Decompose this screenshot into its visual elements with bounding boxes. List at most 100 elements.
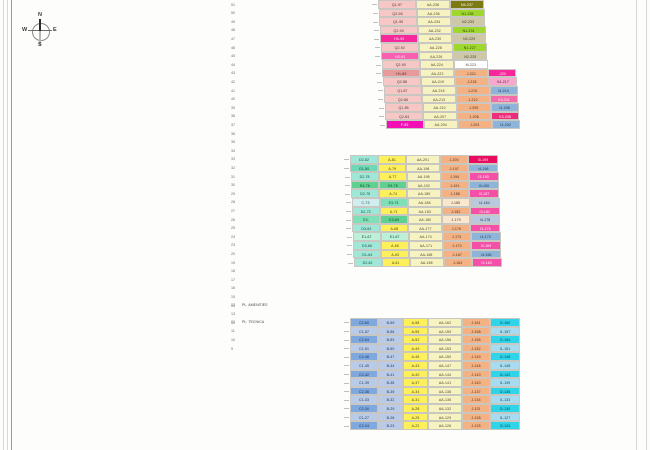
unit-cell[interactable]: I4-214 [489,86,518,95]
unit-cell[interactable]: I3-193 [468,172,499,181]
unit-cell[interactable]: I1-151 [490,343,520,353]
unit-cell[interactable]: AA-168 [409,249,444,259]
unit-cell[interactable]: J-188 [441,189,470,198]
unit-cell[interactable]: AA-186 [407,198,442,207]
unit-cell[interactable]: J-149 [462,352,490,361]
unit-cell[interactable]: AA-171 [409,241,443,250]
unit-cell[interactable]: B-50 [378,343,403,353]
unit-cell[interactable]: B-53 [378,335,403,344]
unit-cell[interactable]: AA-238 [416,0,450,9]
unit-cell[interactable]: AA-159 [428,326,462,336]
unit-cell[interactable]: J-128 [462,412,490,422]
unit-cell[interactable]: AA-192 [406,180,441,190]
unit-cell[interactable]: E4-76 [350,180,379,190]
unit-cell[interactable]: N2-233 [451,17,486,26]
unit-cell[interactable]: N2-229 [452,34,487,43]
unit-cell[interactable]: I4-208 [490,103,519,112]
unit-cell[interactable]: A-74 [379,189,408,198]
unit-cell[interactable]: I2-130 [490,404,520,413]
unit-cell[interactable]: A-81 [378,155,406,164]
unit-cell[interactable]: J-134 [462,395,490,404]
unit-cell[interactable]: I4-166 [471,249,502,259]
unit-cell[interactable]: -220 [488,68,517,78]
unit-cell[interactable]: A-65 [381,241,409,250]
unit-cell[interactable]: J-161 [462,318,490,327]
unit-cell[interactable]: M-223 [453,60,488,69]
unit-cell[interactable]: AA-156 [428,335,462,344]
unit-cell[interactable]: AA-177 [408,223,443,233]
unit-cell[interactable]: A-63 [381,249,410,259]
unit-cell[interactable]: B-38 [378,378,403,387]
unit-cell[interactable]: D1-80 [350,163,379,173]
unit-cell[interactable]: I3-163 [471,258,502,267]
unit-cell[interactable]: AA-165 [409,258,444,267]
unit-cell[interactable]: J-212 [456,94,491,104]
unit-cell[interactable]: J-200 [440,155,468,164]
unit-cell[interactable]: I2-142 [490,369,520,379]
unit-cell[interactable]: Q1-87 [383,86,422,95]
unit-cell[interactable]: Q2-92 [380,43,419,52]
unit-cell[interactable]: I1-127 [490,412,520,422]
unit-cell[interactable]: A-49 [403,343,428,353]
unit-cell[interactable]: D2-72 [351,206,380,216]
unit-cell[interactable]: J-137 [462,386,490,396]
unit-cell[interactable]: AA-189 [407,189,442,198]
unit-cell[interactable]: C1-57 [350,326,378,336]
unit-cell[interactable]: J-140 [462,378,490,387]
unit-cell[interactable]: J-191 [440,180,469,190]
unit-cell[interactable]: A-71 [379,206,408,216]
unit-cell[interactable]: J-215 [455,86,490,95]
unit-cell[interactable]: J-179 [442,215,471,224]
unit-cell[interactable]: N4-237 [450,0,484,9]
unit-cell[interactable]: N2-225 [453,51,488,61]
unit-cell[interactable]: E3-73 [379,198,408,207]
unit-cell[interactable]: E1-67 [352,232,381,241]
unit-cell[interactable]: F-83 [385,120,424,129]
unit-cell[interactable]: J-197 [440,163,469,173]
unit-cell[interactable]: C2-54 [350,335,378,344]
unit-cell[interactable]: C2-60 [350,318,378,327]
unit-cell[interactable]: B-23 [378,421,403,430]
unit-cell[interactable]: I3-169 [471,241,501,250]
unit-cell[interactable]: J-164 [443,258,472,267]
unit-cell[interactable]: AA-180 [408,215,443,224]
unit-cell[interactable]: I2-136 [490,386,520,396]
unit-cell[interactable]: I2-124 [490,421,520,430]
unit-cell[interactable]: H3-93 [380,34,419,43]
unit-cell[interactable]: AA-228 [418,43,453,52]
unit-cell[interactable]: A-46 [403,352,428,361]
unit-cell[interactable]: AA-232 [417,25,452,35]
unit-cell[interactable]: A-79 [378,163,407,173]
unit-cell[interactable]: B-35 [378,386,403,396]
unit-cell[interactable]: AA-153 [428,343,462,353]
unit-cell[interactable]: AA-201 [406,155,440,164]
unit-cell[interactable]: J-218 [454,77,489,86]
unit-cell[interactable]: C2-24 [350,421,378,430]
unit-cell[interactable]: C1-33 [350,395,378,404]
unit-cell[interactable]: J-131 [462,404,490,413]
unit-cell[interactable]: N1-227 [452,43,487,52]
unit-cell[interactable]: AA-135 [428,395,462,404]
unit-cell[interactable]: I4-190 [468,180,499,190]
unit-cell[interactable]: I4-178 [470,215,501,224]
unit-cell[interactable]: C2-48 [350,352,378,361]
unit-cell[interactable]: AA-219 [420,77,455,86]
unit-cell[interactable]: AA-204 [423,120,458,129]
unit-cell[interactable]: C1-27 [350,412,378,422]
unit-cell[interactable]: I2-154 [490,335,520,344]
unit-cell[interactable]: Q2-94 [379,25,418,35]
unit-cell[interactable]: J-146 [462,361,490,370]
unit-cell[interactable]: Q1-95 [379,17,418,26]
unit-cell[interactable]: N1-235 [450,8,485,18]
unit-cell[interactable]: J-125 [462,421,490,430]
unit-cell[interactable]: C1-51 [350,343,378,353]
unit-cell[interactable]: I4-202 [491,120,520,129]
unit-cell[interactable]: A-77 [378,172,407,181]
unit-cell[interactable]: A-28 [403,404,428,413]
unit-cell[interactable]: B-56 [378,326,403,336]
unit-cell[interactable]: AA-207 [423,111,458,121]
unit-cell[interactable]: AA-162 [428,318,462,327]
unit-cell[interactable]: I3-181 [469,206,500,216]
unit-cell[interactable]: AA-224 [419,60,454,69]
unit-cell[interactable]: AA-198 [406,163,441,173]
